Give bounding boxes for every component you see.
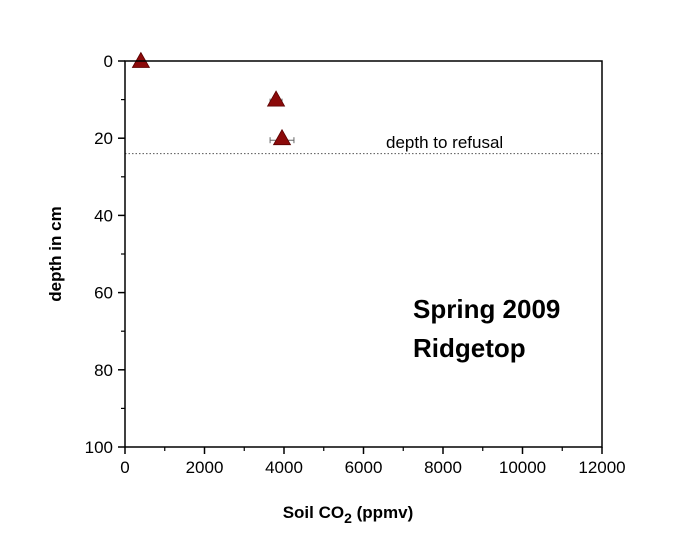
x-tick-label: 12000 bbox=[578, 458, 625, 477]
x-axis-title-subscript: 2 bbox=[344, 510, 352, 526]
data-point bbox=[266, 90, 286, 107]
y-tick-label: 60 bbox=[94, 284, 113, 303]
x-axis-title: Soil CO2 (ppmv) bbox=[283, 503, 414, 526]
x-tick-label: 4000 bbox=[265, 458, 303, 477]
tick-labels: 0 2000 4000 6000 8000 10000 12000 0 20 40 60 80 100 bbox=[85, 52, 626, 477]
y-tick-label: 20 bbox=[94, 129, 113, 148]
x-tick-label: 2000 bbox=[186, 458, 224, 477]
triangle-marker bbox=[272, 128, 292, 146]
major-ticks bbox=[118, 60, 603, 454]
triangle-marker bbox=[131, 51, 151, 68]
x-axis-title-main: Soil CO bbox=[283, 503, 344, 522]
y-tick-label: 100 bbox=[85, 438, 113, 457]
y-axis-title: depth in cm bbox=[46, 206, 65, 301]
x-tick-label: 10000 bbox=[499, 458, 546, 477]
x-axis-title-suffix: (ppmv) bbox=[352, 503, 413, 522]
data-points bbox=[131, 51, 295, 146]
triangle-marker bbox=[266, 90, 286, 107]
minor-ticks bbox=[121, 98, 563, 451]
x-tick-label: 6000 bbox=[345, 458, 383, 477]
season-label: Spring 2009 bbox=[413, 294, 560, 324]
site-label: Ridgetop bbox=[413, 333, 526, 363]
y-tick-label: 80 bbox=[94, 361, 113, 380]
data-point bbox=[269, 128, 295, 146]
x-tick-label: 8000 bbox=[424, 458, 462, 477]
reference-line-label: depth to refusal bbox=[386, 133, 503, 152]
y-tick-label: 40 bbox=[94, 206, 113, 225]
data-point bbox=[131, 51, 151, 68]
plot-frame bbox=[124, 60, 603, 448]
x-tick-label: 0 bbox=[120, 458, 129, 477]
y-tick-label: 0 bbox=[104, 52, 113, 71]
